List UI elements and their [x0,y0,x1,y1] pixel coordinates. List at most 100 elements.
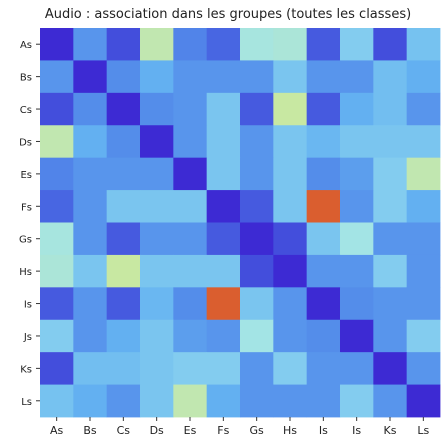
heatmap-cells [40,28,441,418]
heatmap-cell-7-2 [106,254,141,288]
heatmap-cell-1-9 [340,60,374,94]
heatmap-cell-10-5 [206,352,241,385]
heatmap-cell-7-8 [306,254,341,288]
heatmap-cell-1-4 [173,60,208,94]
heatmap-cell-6-6 [240,222,274,256]
heatmap-cell-10-1 [73,352,108,385]
heatmap-cell-8-10 [373,287,408,321]
heatmap-cell-4-4 [173,157,208,191]
heatmap-cell-2-2 [106,92,141,126]
heatmap-cell-10-10 [373,352,408,385]
heatmap-cell-9-8 [306,319,341,353]
x-tick-label: Cs [117,424,131,437]
heatmap-cell-9-9 [340,319,374,353]
heatmap-cell-6-8 [306,222,341,256]
heatmap-cell-0-1 [73,28,108,61]
x-tick-label: Ks [384,424,397,437]
heatmap-cell-2-7 [273,92,308,126]
heatmap-cell-2-1 [73,92,108,126]
y-tick-label: Fs [21,202,32,213]
heatmap-cell-10-8 [306,352,341,385]
heatmap-cell-5-11 [406,190,441,223]
heatmap-cell-4-1 [73,157,108,191]
heatmap-cell-6-10 [373,222,408,256]
heatmap-cell-2-6 [240,92,274,126]
heatmap-cell-1-11 [406,60,441,94]
heatmap-cell-11-3 [140,384,174,418]
heatmap-cell-6-0 [40,222,74,256]
x-tick-label: Gs [250,424,265,437]
heatmap-cell-6-4 [173,222,208,256]
heatmap-cell-7-9 [340,254,374,288]
heatmap-cell-1-1 [73,60,108,94]
heatmap-cell-11-10 [373,384,408,418]
heatmap-cell-10-9 [340,352,374,385]
heatmap-cell-9-6 [240,319,274,353]
heatmap-cell-3-5 [206,125,241,159]
heatmap-cell-11-6 [240,384,274,418]
heatmap-cell-6-5 [206,222,241,256]
heatmap-cell-9-3 [140,319,174,353]
x-tick-label: Fs [217,424,229,437]
heatmap-cell-3-7 [273,125,308,159]
heatmap-cell-1-5 [206,60,241,94]
heatmap-cell-9-2 [106,319,141,353]
heatmap-cell-10-11 [406,352,441,385]
x-tick-label: Es [184,424,197,437]
heatmap-cell-2-8 [306,92,341,126]
x-tick-label: As [50,424,64,437]
heatmap-cell-11-1 [73,384,108,418]
x-axis-ticks: As Bs Cs Ds Es Fs Gs Hs Is Is Ks Ls [50,417,430,437]
y-tick-label: Ks [20,364,32,375]
heatmap-cell-10-6 [240,352,274,385]
heatmap-cell-11-11 [406,384,441,418]
heatmap-cell-3-3 [140,125,174,159]
heatmap-cell-8-9 [340,287,374,321]
heatmap-cell-7-5 [206,254,241,288]
heatmap-cell-11-7 [273,384,308,418]
y-tick-label: As [20,40,32,51]
x-tick-label: Bs [83,424,97,437]
heatmap-cell-2-10 [373,92,408,126]
heatmap-cell-4-6 [240,157,274,191]
heatmap-cell-7-10 [373,254,408,288]
heatmap-cell-5-3 [140,190,174,223]
heatmap-cell-7-4 [173,254,208,288]
heatmap-cell-8-0 [40,287,74,321]
heatmap-cell-1-6 [240,60,274,94]
y-tick-label: Es [20,170,32,181]
heatmap-cell-9-5 [206,319,241,353]
heatmap-cell-3-8 [306,125,341,159]
heatmap-cell-8-8 [306,287,341,321]
heatmap-cell-11-9 [340,384,374,418]
heatmap-cell-4-7 [273,157,308,191]
heatmap-cell-5-9 [340,190,374,223]
y-tick-label: Cs [20,105,32,116]
y-axis-ticks: As Bs Cs Ds Es Fs Gs Hs Is Js Ks Ls [19,40,40,408]
heatmap-cell-4-5 [206,157,241,191]
heatmap-cell-0-3 [140,28,174,61]
heatmap-cell-9-10 [373,319,408,353]
heatmap-cell-1-0 [40,60,74,94]
heatmap-cell-4-10 [373,157,408,191]
heatmap-cell-5-7 [273,190,308,223]
x-tick-label: Is [352,424,361,437]
heatmap-cell-3-6 [240,125,274,159]
y-tick-label: Js [23,332,32,343]
heatmap-cell-3-10 [373,125,408,159]
heatmap-cell-0-8 [306,28,341,61]
heatmap-cell-6-1 [73,222,108,256]
heatmap-cell-2-11 [406,92,441,126]
heatmap-cell-5-5 [206,190,241,223]
heatmap-cell-11-5 [206,384,241,418]
heatmap-cell-3-9 [340,125,374,159]
heatmap-cell-8-7 [273,287,308,321]
heatmap-cell-2-9 [340,92,374,126]
heatmap-cell-1-7 [273,60,308,94]
heatmap-cell-4-9 [340,157,374,191]
heatmap-cell-4-11 [406,157,441,191]
heatmap-cell-7-1 [73,254,108,288]
heatmap-cell-8-6 [240,287,274,321]
heatmap-cell-5-1 [73,190,108,223]
